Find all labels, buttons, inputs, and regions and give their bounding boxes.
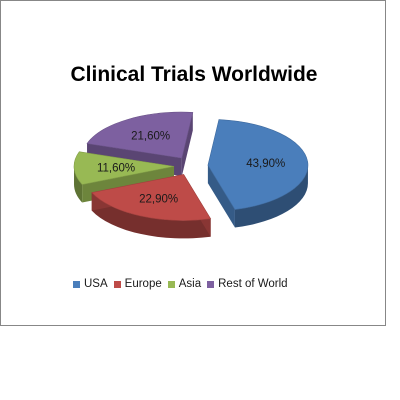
pie-slice-side-europe <box>91 192 211 239</box>
legend-swatch-usa <box>73 280 80 288</box>
legend-item-asia: Asia <box>167 278 202 290</box>
data-label-usa: 43,90% <box>246 158 285 170</box>
pie-slice-usa <box>207 119 309 228</box>
legend-swatch-europe <box>113 280 121 288</box>
pie-slice-side-asia <box>74 166 83 203</box>
legend-swatch-rest-of-world <box>207 280 215 288</box>
chart-title: Clinical Trials Worldwide <box>70 63 318 86</box>
data-label-rest-of-world: 21,60% <box>131 131 170 143</box>
pie-chart: 43,90% 22,90% 11,60% 21,60% <box>73 111 309 239</box>
pie-slice-edge-rest-of-world <box>181 112 193 177</box>
data-label-europe: 22,90% <box>139 194 178 206</box>
chart-area: Clinical Trials Worldwide 43,90% 22,90% 11… <box>0 0 386 326</box>
pie-slice-top-asia <box>73 151 175 185</box>
legend-label-rest-of-world: Rest of World <box>218 278 288 290</box>
pie-slice-top-europe <box>91 174 212 221</box>
legend-label-usa: USA <box>84 278 108 290</box>
pie-slice-europe <box>91 174 212 239</box>
legend-item-europe: Europe <box>113 278 162 290</box>
legend-item-usa: USA <box>73 278 108 290</box>
legend-swatch-asia <box>167 280 175 288</box>
legend-label-asia: Asia <box>178 278 202 290</box>
pie-slice-top-usa <box>207 119 309 210</box>
pie-slice-edge-usa <box>207 165 235 228</box>
pie-slice-top-rest-of-world <box>86 111 194 159</box>
legend-item-rest-of-world: Rest of World <box>207 278 288 290</box>
legend: USA Europe Asia Rest of World <box>73 276 294 292</box>
legend-label-europe: Europe <box>124 278 162 290</box>
data-label-asia: 11,60% <box>97 162 135 174</box>
pie-slice-side-usa <box>234 165 308 228</box>
